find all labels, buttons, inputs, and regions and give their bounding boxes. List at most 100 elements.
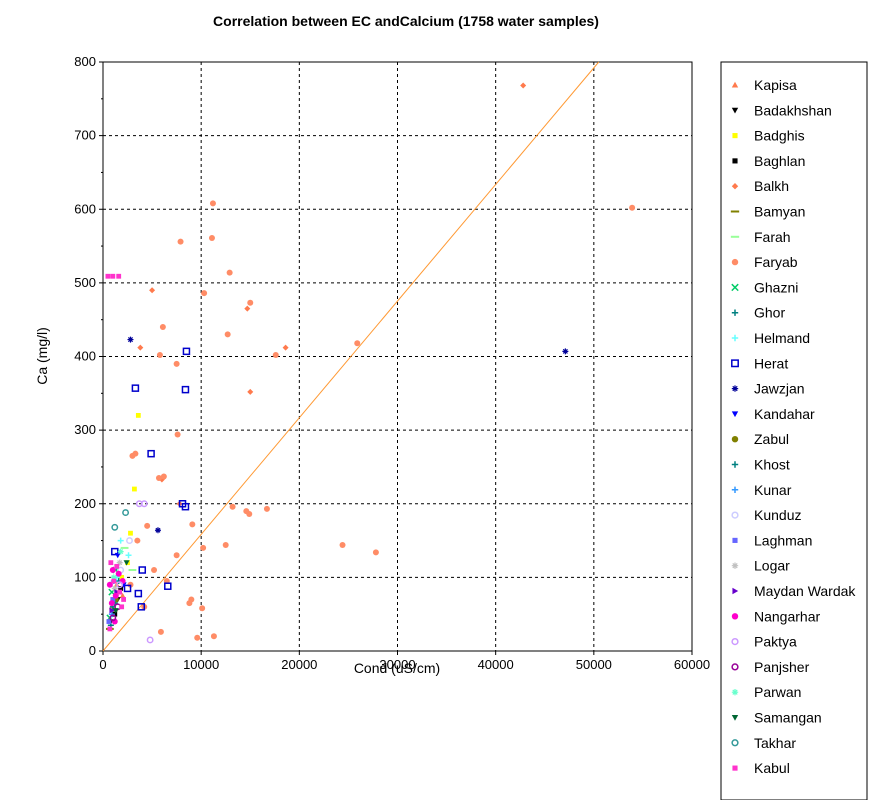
data-point <box>129 452 136 459</box>
legend-item: Panjsher <box>731 659 810 675</box>
legend-marker <box>732 158 738 164</box>
data-point <box>189 521 196 528</box>
x-tick-label: 30000 <box>379 657 415 672</box>
data-point <box>119 592 126 599</box>
grid <box>103 62 692 651</box>
data-point <box>222 541 229 548</box>
data-point <box>243 508 250 515</box>
data-point <box>112 592 119 599</box>
data-point <box>156 352 163 359</box>
data-point <box>151 567 158 574</box>
data-point <box>144 522 151 529</box>
legend-marker <box>731 107 739 114</box>
legend-label: Kapisa <box>754 77 797 93</box>
data-point <box>182 347 191 356</box>
data-point <box>117 537 124 544</box>
y-tick-label: 600 <box>74 201 96 216</box>
data-point <box>520 82 527 89</box>
data-point <box>186 600 193 607</box>
data-point <box>200 544 207 551</box>
data-point <box>109 607 115 614</box>
series-farah <box>120 546 137 572</box>
legend-label: Kunar <box>754 482 792 498</box>
data-point <box>121 597 127 602</box>
legend-marker <box>731 81 739 88</box>
data-points <box>105 82 636 644</box>
y-tick-label: 700 <box>74 128 96 143</box>
legend-label: Logar <box>754 558 790 574</box>
data-point <box>116 559 123 566</box>
legend-marker <box>731 486 739 493</box>
data-point <box>177 238 184 245</box>
legend-label: Badakhshan <box>754 102 832 118</box>
legend-label: Zabul <box>754 431 789 447</box>
data-point <box>138 566 147 574</box>
legend-label: Faryab <box>754 254 798 270</box>
y-tick-label: 100 <box>74 569 96 584</box>
series-samangan <box>112 560 130 614</box>
series-laghman <box>106 597 116 624</box>
data-point <box>244 305 251 312</box>
data-point <box>112 608 119 614</box>
legend-label: Kunduz <box>754 507 801 523</box>
legend-item: Jawzjan <box>731 381 805 397</box>
legend-item: Laghman <box>732 532 812 548</box>
data-point <box>149 287 156 294</box>
legend-item: Bamyan <box>730 204 805 220</box>
legend-marker <box>731 359 739 368</box>
x-tick-label: 0 <box>99 657 106 672</box>
legend-label: Helmand <box>754 330 810 346</box>
data-point <box>194 634 201 641</box>
series-takhar <box>111 509 130 531</box>
data-point <box>201 290 208 297</box>
series-paktya <box>116 500 154 644</box>
data-point <box>122 509 130 517</box>
legend-item: Herat <box>731 355 788 371</box>
data-point <box>137 603 146 611</box>
data-point <box>226 269 233 276</box>
data-point <box>105 273 111 279</box>
data-point <box>116 581 124 589</box>
data-point <box>128 569 137 572</box>
x-tick-label: 10000 <box>183 657 219 672</box>
series-balkh <box>137 82 527 507</box>
data-point <box>210 633 217 640</box>
legend-marker <box>731 613 739 620</box>
legend-marker <box>731 663 739 671</box>
data-point <box>134 537 141 544</box>
legend-marker <box>731 714 739 721</box>
data-point <box>108 560 114 566</box>
data-point <box>108 600 115 607</box>
legend-marker <box>731 511 739 519</box>
legend-item: Kunduz <box>731 507 801 523</box>
data-point <box>126 537 133 545</box>
y-tick-label: 400 <box>74 349 96 364</box>
data-point <box>160 473 167 480</box>
legend-marker <box>730 235 740 238</box>
legend-item: Ghor <box>731 305 785 321</box>
legend: Kapisa Badakhshan Badghis Baghlan Balkh Bamya… <box>720 61 868 800</box>
data-point <box>135 413 141 418</box>
legend-item: Samangan <box>731 710 822 726</box>
data-point <box>109 614 117 622</box>
legend-item: Takhar <box>731 735 796 751</box>
x-tick-label: 50000 <box>576 657 612 672</box>
data-point <box>181 385 190 394</box>
series-logar <box>111 559 123 592</box>
data-point <box>111 523 119 531</box>
data-point <box>339 541 346 548</box>
legend-label: Maydan Wardak <box>754 583 856 599</box>
data-point <box>117 589 123 595</box>
x-tick-label: 40000 <box>478 657 514 672</box>
axis-ticks: 0 10000 20000 30000 40000 50000 60000 0 100 200 30… <box>74 54 710 672</box>
legend-marker <box>732 587 739 595</box>
legend-label: Kabul <box>754 760 790 776</box>
data-point <box>110 574 117 581</box>
legend-marker <box>731 562 739 569</box>
legend-marker <box>731 739 739 747</box>
legend-item: Kapisa <box>731 77 797 93</box>
legend-marker <box>731 637 739 646</box>
legend-label: Balkh <box>754 178 789 194</box>
legend-marker <box>731 183 739 190</box>
legend-marker <box>731 258 739 266</box>
